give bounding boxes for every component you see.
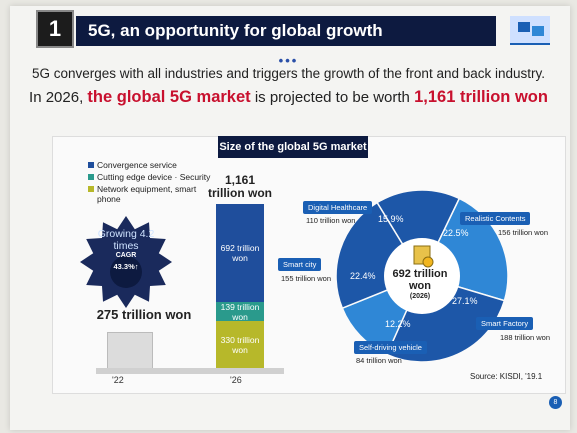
pct-realistic-contents: 22.5% xyxy=(443,228,469,238)
section-title: 5G, an opportunity for global growth xyxy=(76,16,496,46)
legend-label: Cutting edge device · Security xyxy=(97,172,211,182)
source-note: Source: KISDI, '19.1 xyxy=(470,372,543,381)
x-tick-2026: '26 xyxy=(230,375,242,385)
amount-smart-city: 155 trillion won xyxy=(281,274,332,283)
bar-2022 xyxy=(107,332,153,370)
cagr-value: 43.3%↑ xyxy=(113,262,139,271)
network-cube-icon xyxy=(510,16,550,45)
x-tick-2022: '22 xyxy=(112,375,124,385)
growth-text: Growing 4.2 times xyxy=(78,228,174,252)
legend-swatch-network xyxy=(88,186,94,192)
legend-label: Network equipment, smart phone xyxy=(97,184,197,204)
pie-center-value: 692 trillion won xyxy=(392,268,448,292)
legend-item: Convergence service xyxy=(88,160,217,170)
legend-item: Cutting edge device · Security xyxy=(88,172,217,182)
subtitle-highlight-value: 1,161 trillion won xyxy=(414,88,548,106)
subtitle-line-1: 5G converges with all industries and tri… xyxy=(31,66,546,81)
pct-smart-city: 22.4% xyxy=(350,271,376,281)
tag-self-driving: Self-driving vehicle xyxy=(354,341,427,354)
pct-smart-factory: 27.1% xyxy=(452,296,478,306)
legend-swatch-edge xyxy=(88,174,94,180)
legend: Convergence service Cutting edge device … xyxy=(88,160,217,206)
tag-smart-factory: Smart Factory xyxy=(476,317,534,330)
tag-smart-city: Smart city xyxy=(278,258,322,271)
pie-slice xyxy=(376,189,461,278)
separator-dots: ••• xyxy=(278,53,299,68)
subtitle-pre: In 2026, xyxy=(29,89,84,106)
pie-center-year: (2026) xyxy=(409,293,431,300)
growth-line2: times xyxy=(113,240,139,252)
amount-smart-factory: 188 trillion won xyxy=(500,333,551,342)
amount-realistic-contents: 156 trillion won xyxy=(498,228,549,237)
pct-self-driving: 12.2% xyxy=(385,319,411,329)
total-2026-unit: trillion won xyxy=(208,186,272,200)
legend-swatch-convergence xyxy=(88,162,94,168)
pie-chart xyxy=(335,189,509,363)
subtitle-highlight-market: the global 5G market xyxy=(87,88,251,106)
subtitle-mid: is projected to be worth xyxy=(254,89,410,106)
growth-badge-icon xyxy=(80,216,172,308)
legend-item: Network equipment, smart phone xyxy=(88,184,217,204)
bar-segment: 139 trillion won xyxy=(216,302,264,321)
pct-digital-healthcare: 15.9% xyxy=(378,214,404,224)
total-2022: 275 trillion won xyxy=(96,307,192,322)
total-2026: 1,161 trillion won xyxy=(208,174,272,200)
total-2026-number: 1,161 xyxy=(224,173,256,187)
subtitle-line-2: In 2026, the global 5G market is project… xyxy=(0,88,577,107)
tag-digital-healthcare: Digital Healthcare xyxy=(303,201,373,214)
coins-document-icon xyxy=(413,245,434,268)
legend-label: Convergence service xyxy=(97,160,177,170)
tag-realistic-contents: Realistic Contents xyxy=(460,212,531,225)
amount-digital-healthcare: 110 trillion won xyxy=(306,216,356,225)
pie-center-hole xyxy=(384,238,460,314)
bar-segment: 330 trillion won xyxy=(216,321,264,368)
bar-baseline xyxy=(96,368,284,374)
bar-segment: 692 trillion won xyxy=(216,204,264,302)
cagr-label: CAGR xyxy=(115,252,137,259)
growth-line1: Growing 4.2 xyxy=(97,228,155,240)
page-number: 8 xyxy=(549,396,562,409)
chart-title: Size of the global 5G market xyxy=(218,136,368,158)
amount-self-driving: 84 trillion won xyxy=(356,356,402,365)
section-number: 1 xyxy=(36,10,74,48)
